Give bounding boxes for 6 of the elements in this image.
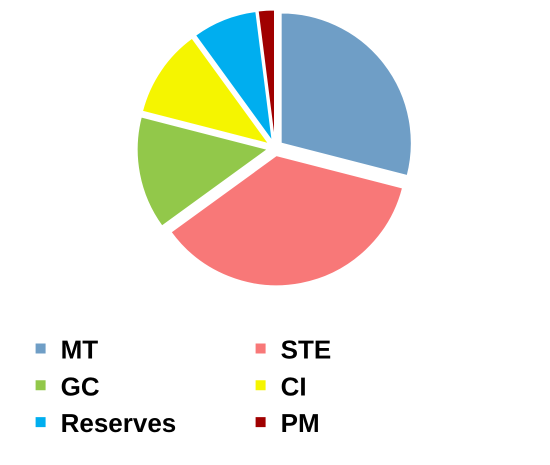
legend-label: MT bbox=[60, 334, 98, 365]
legend-label: PM bbox=[280, 408, 320, 438]
legend-label: CI bbox=[280, 371, 307, 402]
legend-label: Reserves bbox=[60, 408, 176, 438]
legend-label: GC bbox=[60, 371, 100, 402]
legend-label: STE bbox=[280, 334, 332, 365]
